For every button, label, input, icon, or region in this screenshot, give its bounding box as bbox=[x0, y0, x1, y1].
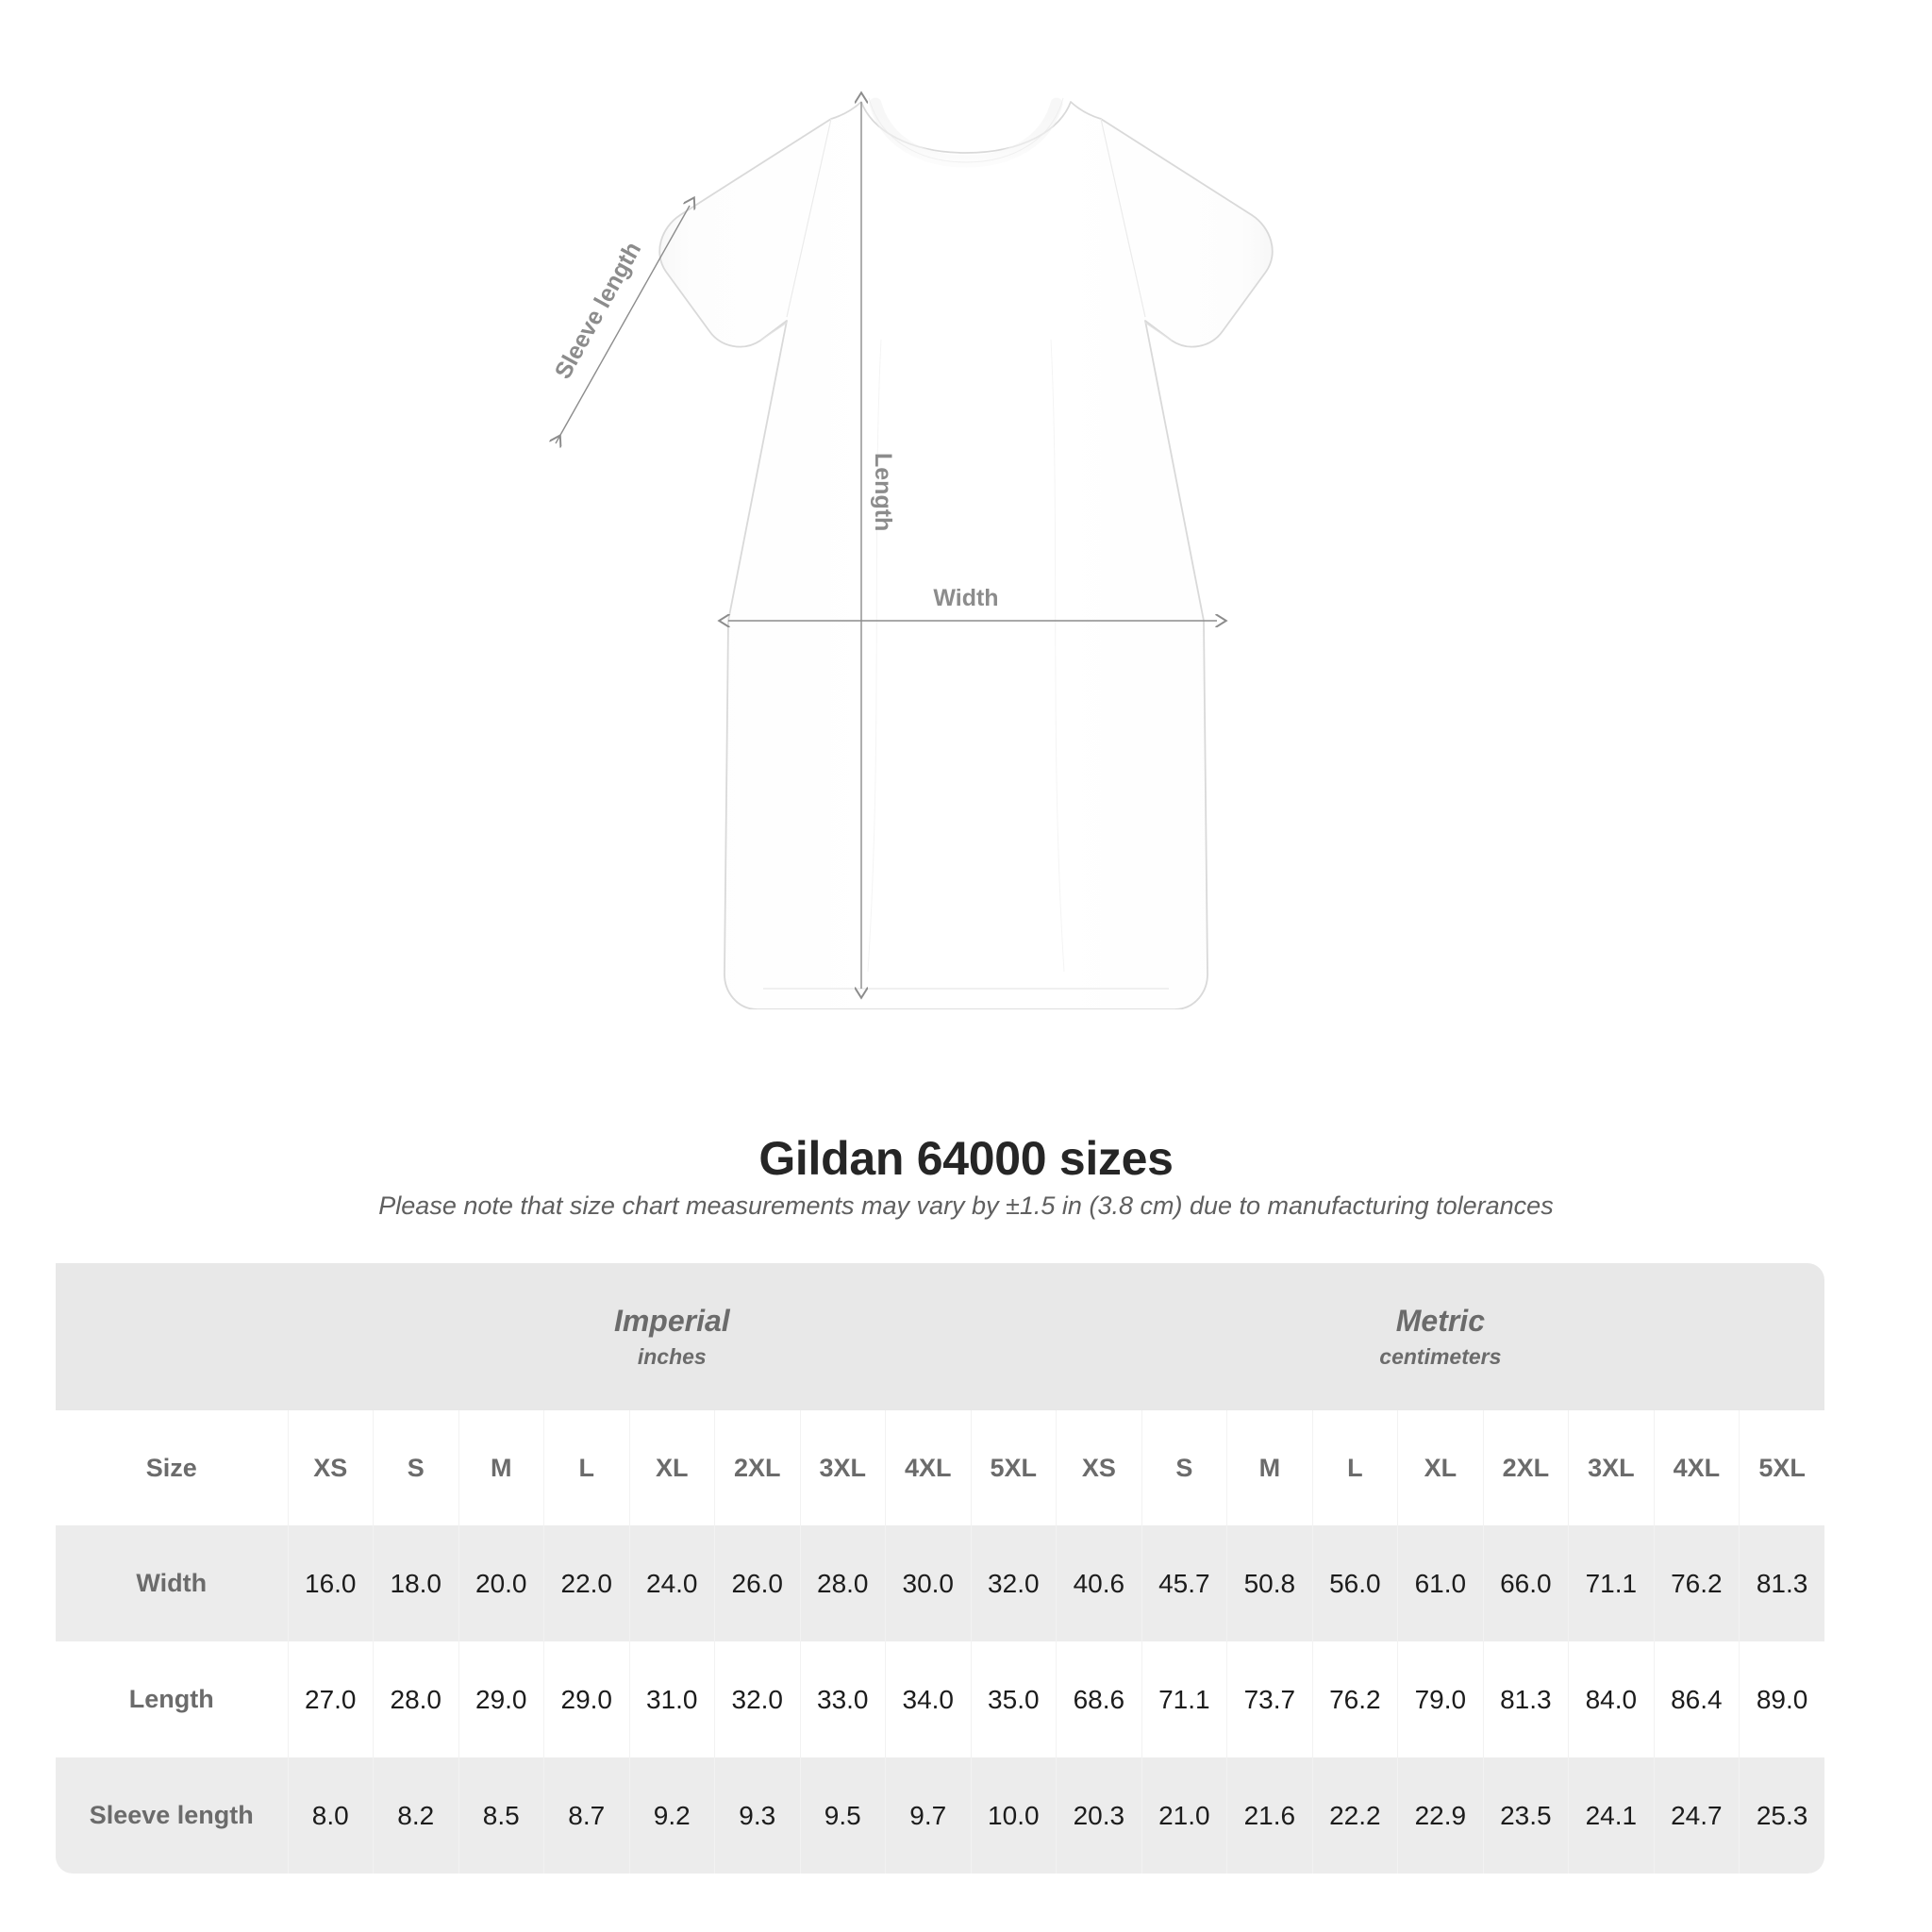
svg-text:Width: Width bbox=[933, 585, 998, 611]
svg-text:Sleeve length: Sleeve length bbox=[550, 238, 647, 384]
svg-text:Length: Length bbox=[870, 453, 896, 531]
